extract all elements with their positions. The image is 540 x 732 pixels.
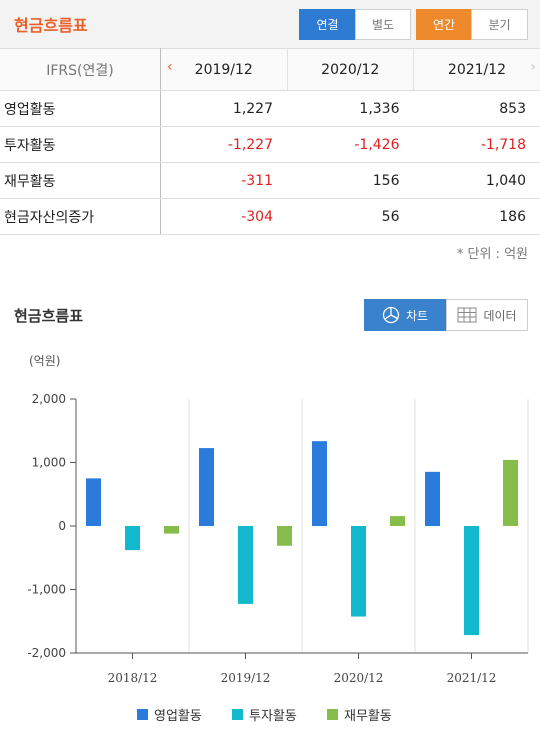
table-cell: -1,227 <box>160 126 287 163</box>
bar-재무활동-2021/12[interactable] <box>503 459 518 526</box>
legend-swatch <box>327 709 338 720</box>
legend-label[interactable]: 재무활동 <box>344 709 392 724</box>
bar-영업활동-2020/12[interactable] <box>312 441 327 526</box>
row-label: 영업활동 <box>0 90 161 127</box>
prev-period-icon[interactable]: ‹ <box>167 59 173 75</box>
table-cell: -1,718 <box>413 126 540 163</box>
consolidated-button[interactable]: 연결 <box>299 9 356 40</box>
separate-button[interactable]: 별도 <box>355 9 411 40</box>
y-tick-label: 0 <box>58 519 66 533</box>
chart-tab-button[interactable]: 차트 <box>364 299 446 331</box>
bar-영업활동-2019/12[interactable] <box>199 448 214 526</box>
period-header-1: 2020/12 <box>286 48 414 91</box>
y-tick-label: -2,000 <box>27 646 66 660</box>
table-cell: -311 <box>160 162 287 199</box>
bar-투자활동-2021/12[interactable] <box>464 526 479 636</box>
table-grid-icon <box>457 307 477 323</box>
bar-투자활동-2018/12[interactable] <box>125 526 140 551</box>
table-row: 영업활동 1,227 1,336 853 <box>0 90 540 127</box>
y-axis-unit-label: (억원) <box>29 354 60 368</box>
basis-label: IFRS(연결) <box>0 48 161 91</box>
legend-swatch <box>232 709 243 720</box>
table-row: 재무활동 -311 156 1,040 <box>0 162 540 199</box>
table-cell: 1,227 <box>160 90 287 127</box>
legend-label[interactable]: 영업활동 <box>154 709 202 724</box>
x-tick-label: 2020/12 <box>334 671 384 685</box>
table-cell: -1,426 <box>287 126 414 163</box>
unit-note: * 단위 : 억원 <box>456 247 528 262</box>
y-tick-label: 2,000 <box>32 392 66 406</box>
y-tick-label: -1,000 <box>27 583 66 597</box>
data-tab-label: 데이터 <box>483 308 517 323</box>
page-title: 현금흐름표 <box>14 16 88 35</box>
header-bar: 현금흐름표 연결 별도 연간 분기 <box>0 0 540 48</box>
row-label: 재무활동 <box>0 162 161 199</box>
annual-button[interactable]: 연간 <box>416 9 472 40</box>
bar-재무활동-2020/12[interactable] <box>390 516 405 526</box>
table-header-row: IFRS(연결) ‹ 2019/12 2020/12 2021/12 › <box>0 48 540 91</box>
cashflow-bar-chart: (억원) 2,000 1,000 0 -1,000 -2,000 2018/12 2019/… <box>27 354 529 724</box>
legend-label[interactable]: 투자활동 <box>249 709 297 724</box>
bar-영업활동-2021/12[interactable] <box>425 471 440 526</box>
period-header-2: 2021/12 › <box>413 48 540 91</box>
x-tick-label: 2019/12 <box>221 671 271 685</box>
bar-영업활동-2018/12[interactable] <box>86 478 101 526</box>
bar-투자활동-2019/12[interactable] <box>238 526 253 604</box>
bar-재무활동-2018/12[interactable] <box>164 526 179 534</box>
chart-section-title: 현금흐름표 <box>14 307 84 325</box>
table-cell: -304 <box>160 198 287 235</box>
chart-tab-label: 차트 <box>405 308 429 323</box>
pie-chart-icon <box>382 306 400 324</box>
cashflow-table: IFRS(연결) ‹ 2019/12 2020/12 2021/12 › 영업활… <box>0 48 540 235</box>
table-row: 투자활동 -1,227 -1,426 -1,718 <box>0 126 540 163</box>
data-tab-button[interactable]: 데이터 <box>446 299 528 331</box>
legend-swatch <box>137 709 148 720</box>
x-tick-label: 2021/12 <box>447 671 497 685</box>
row-label: 현금자산의증가 <box>0 198 161 235</box>
table-cell: 1,040 <box>413 162 540 199</box>
x-tick-label: 2018/12 <box>108 671 158 685</box>
table-cell: 156 <box>287 162 414 199</box>
bar-투자활동-2020/12[interactable] <box>351 526 366 617</box>
bar-재무활동-2019/12[interactable] <box>277 526 292 546</box>
next-period-icon[interactable]: › <box>530 59 536 75</box>
table-cell: 1,336 <box>287 90 414 127</box>
quarterly-button[interactable]: 분기 <box>471 9 528 40</box>
row-label: 투자활동 <box>0 126 161 163</box>
table-cell: 56 <box>287 198 414 235</box>
table-row: 현금자산의증가 -304 56 186 <box>0 198 540 235</box>
period-header-0: ‹ 2019/12 <box>160 48 287 91</box>
table-cell: 186 <box>413 198 540 235</box>
y-tick-label: 1,000 <box>32 456 66 470</box>
table-cell: 853 <box>413 90 540 127</box>
